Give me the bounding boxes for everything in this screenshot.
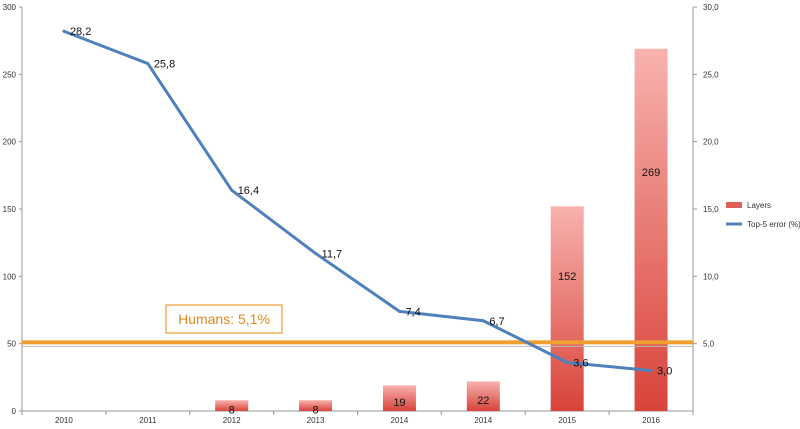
- error-point: [230, 188, 234, 192]
- humans-label: Humans: 5,1%: [178, 311, 270, 327]
- error-value-label: 28,2: [70, 26, 91, 38]
- bar: [634, 48, 668, 411]
- right-tick-label: 20,0: [703, 138, 719, 147]
- bar: [550, 206, 584, 411]
- x-tick-label: 2014: [391, 416, 409, 425]
- data-labels-layer: 8 8 19 22 152 269 28,2 25,8 16,4 11,7 7,4 6,7 3,6 3,0: [70, 26, 672, 416]
- bar: [215, 400, 249, 411]
- humans-label-box: [165, 304, 283, 334]
- legend-label-layers: Layers: [747, 201, 771, 210]
- right-tick-label: 10,0: [703, 272, 719, 281]
- legend-swatch-layers: [726, 202, 742, 208]
- bars-layer: [215, 48, 668, 411]
- humans-line: [22, 340, 693, 345]
- right-tick-label: 25,0: [703, 70, 719, 79]
- x-tick-label: 2011: [139, 416, 157, 425]
- bar: [299, 400, 333, 411]
- bar: [382, 385, 416, 411]
- right-tick-label: 15,0: [703, 205, 719, 214]
- left-tick-label: 300: [3, 3, 17, 12]
- error-line: [62, 29, 653, 373]
- left-tick-label: 50: [7, 340, 16, 349]
- bar-value-label: 8: [229, 405, 235, 417]
- x-tick-label: 2012: [223, 416, 241, 425]
- left-tick-label: 150: [3, 205, 17, 214]
- error-point: [649, 369, 653, 373]
- error-point: [314, 251, 318, 255]
- right-tick-label: 30,0: [703, 3, 719, 12]
- error-point: [62, 29, 66, 33]
- x-tick-label: 2010: [55, 416, 73, 425]
- error-value-label: 7,4: [405, 306, 420, 318]
- error-value-label: 16,4: [238, 185, 259, 197]
- left-tick-label: 200: [3, 138, 17, 147]
- bar-value-label: 19: [393, 397, 405, 409]
- bar: [466, 381, 500, 411]
- bar-value-label: 152: [558, 271, 576, 283]
- right-tick-label: 5,0: [703, 340, 715, 349]
- error-point: [397, 309, 401, 313]
- legend-label-error: Top-5 error (%): [747, 220, 800, 229]
- error-point: [481, 319, 485, 323]
- error-point: [146, 62, 150, 66]
- error-value-label: 11,7: [322, 248, 343, 260]
- x-tick-label: 2013: [307, 416, 325, 425]
- x-tick-label: 2015: [558, 416, 576, 425]
- left-tick-label: 100: [3, 272, 17, 281]
- error-value-label: 25,8: [154, 59, 175, 71]
- humans-reference: Humans: 5,1%: [22, 304, 693, 347]
- x-tick-label: 2016: [642, 416, 660, 425]
- x-tick-label: 2014: [474, 416, 492, 425]
- bar-value-label: 22: [477, 395, 489, 407]
- error-value-label: 3,6: [573, 358, 588, 370]
- error-value-label: 3,0: [657, 366, 672, 378]
- left-tick-label: 250: [3, 70, 17, 79]
- error-value-label: 6,7: [489, 316, 504, 328]
- bar-value-label: 8: [313, 405, 319, 417]
- left-tick-label: 0: [12, 407, 17, 416]
- error-line-layer: [62, 29, 653, 373]
- bar-value-label: 269: [642, 167, 660, 179]
- legend: Layers Top-5 error (%): [726, 201, 800, 229]
- axes: 0 50 100 150 200 250 300 5,0 10,0 15,0 20,0 25,0 30,…: [3, 3, 719, 425]
- error-point: [565, 361, 569, 365]
